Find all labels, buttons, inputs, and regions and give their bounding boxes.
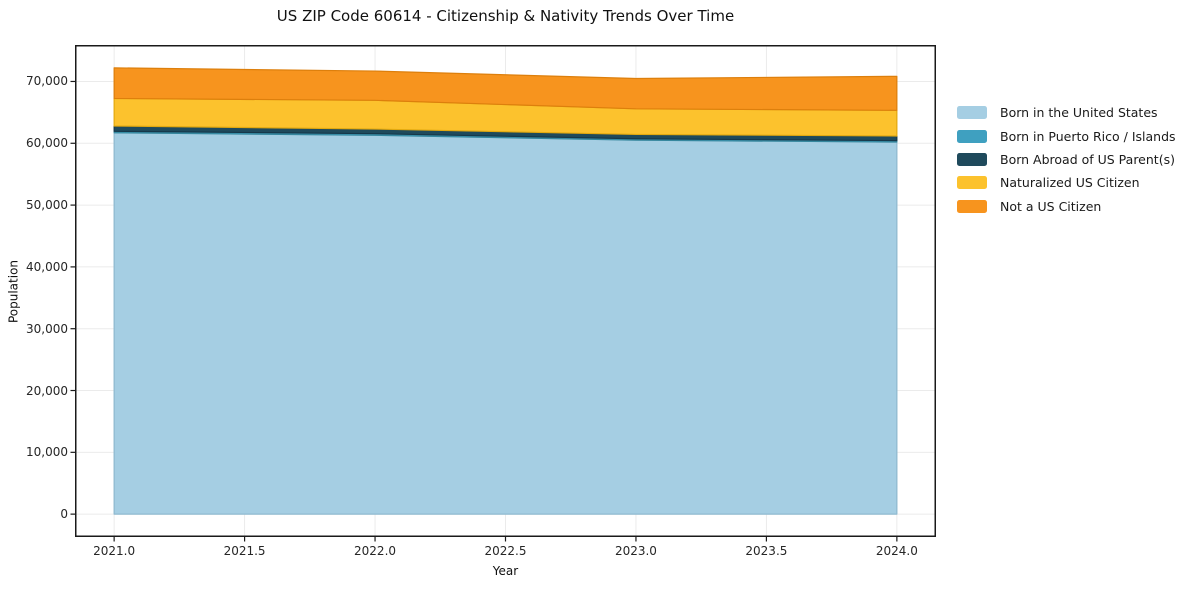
- y-tick-label: 20,000: [26, 383, 68, 398]
- y-tick-label: 30,000: [26, 321, 68, 336]
- stacked-area-chart: [70, 45, 936, 542]
- y-tick-label: 10,000: [26, 445, 68, 460]
- legend-item: Born Abroad of US Parent(s): [957, 148, 1176, 171]
- y-tick-label: 50,000: [26, 198, 68, 213]
- legend-swatch-puerto-rico: [957, 129, 987, 143]
- x-tick-label: 2021.0: [93, 544, 136, 558]
- y-tick-label: 40,000: [26, 259, 68, 274]
- x-tick-label: 2022.0: [354, 544, 397, 558]
- legend: Born in the United States Born in Puerto…: [957, 101, 1176, 218]
- legend-label: Naturalized US Citizen: [1000, 175, 1140, 191]
- legend-swatch-not-citizen: [957, 199, 987, 213]
- area-series-0: [113, 132, 898, 515]
- x-tick-label: 2021.5: [223, 544, 266, 558]
- legend-item: Born in the United States: [957, 101, 1176, 124]
- x-axis-label: Year: [492, 564, 519, 578]
- y-tick-label: 60,000: [26, 136, 68, 151]
- plot-area: [70, 45, 936, 542]
- legend-item: Born in Puerto Rico / Islands: [957, 124, 1176, 147]
- legend-label: Born in the United States: [1000, 105, 1158, 121]
- legend-label: Born in Puerto Rico / Islands: [1000, 128, 1176, 144]
- legend-swatch-born-us: [957, 106, 987, 120]
- legend-swatch-born-abroad: [957, 152, 987, 166]
- legend-item: Naturalized US Citizen: [957, 171, 1176, 194]
- x-tick-label: 2023.0: [614, 544, 657, 558]
- legend-label: Born Abroad of US Parent(s): [1000, 151, 1175, 167]
- legend-item: Not a US Citizen: [957, 195, 1176, 218]
- legend-label: Not a US Citizen: [1000, 198, 1102, 214]
- chart-title: US ZIP Code 60614 - Citizenship & Nativi…: [276, 7, 735, 25]
- y-tick-label: 0: [60, 507, 68, 522]
- area-series-4: [113, 67, 898, 111]
- x-tick-label: 2023.5: [745, 544, 788, 558]
- plot-border: [75, 45, 936, 537]
- legend-swatch-naturalized: [957, 176, 987, 190]
- x-tick-label: 2024.0: [875, 544, 918, 558]
- y-tick-label: 70,000: [26, 74, 68, 89]
- x-tick-label: 2022.5: [484, 544, 527, 558]
